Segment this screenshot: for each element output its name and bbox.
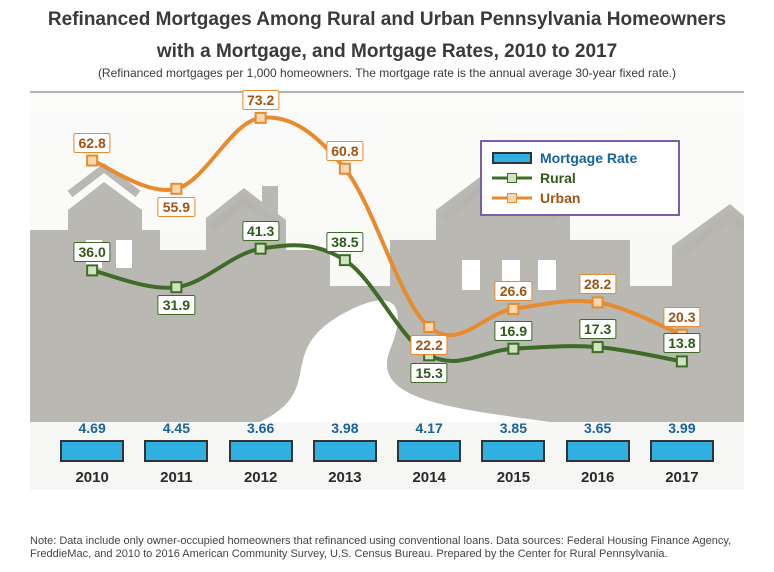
urban-value-label: 62.8	[74, 133, 111, 153]
mortgage-rate-value-label: 3.99	[668, 420, 695, 436]
mortgage-rate-value-label: 3.98	[331, 420, 358, 436]
rural-marker	[508, 344, 518, 354]
rural-marker	[256, 244, 266, 254]
mortgage-rate-bar	[60, 440, 124, 462]
mortgage-rate-bar	[313, 440, 377, 462]
urban-marker	[171, 184, 181, 194]
rural-marker	[87, 265, 97, 275]
x-axis-category: 2010	[75, 469, 108, 486]
legend-swatch-line-icon	[492, 191, 532, 205]
urban-value-label: 22.2	[411, 335, 448, 355]
x-axis-category: 2013	[328, 469, 361, 486]
rural-value-label: 17.3	[579, 319, 616, 339]
urban-marker	[593, 297, 603, 307]
urban-marker	[340, 164, 350, 174]
rural-value-label: 41.3	[242, 221, 279, 241]
mortgage-rate-bar	[144, 440, 208, 462]
urban-marker	[508, 304, 518, 314]
rural-value-label: 16.9	[495, 321, 532, 341]
legend-swatch-bar-icon	[492, 152, 532, 164]
rural-value-label: 31.9	[158, 295, 195, 315]
chart-title: Refinanced Mortgages Among Rural and Urb…	[0, 0, 774, 84]
mortgage-rate-value-label: 4.45	[163, 420, 190, 436]
mortgage-rate-bar	[229, 440, 293, 462]
mortgage-rate-bar	[397, 440, 461, 462]
mortgage-rate-bar	[481, 440, 545, 462]
urban-marker	[424, 322, 434, 332]
x-axis-category: 2017	[665, 469, 698, 486]
chart-subtitle: (Refinanced mortgages per 1,000 homeowne…	[0, 64, 774, 84]
legend-label: Urban	[540, 190, 580, 206]
mortgage-rate-value-label: 3.85	[500, 420, 527, 436]
rural-value-label: 15.3	[411, 363, 448, 383]
urban-value-label: 26.6	[495, 281, 532, 301]
mortgage-rate-value-label: 3.65	[584, 420, 611, 436]
legend-label: Rural	[540, 170, 576, 186]
legend-item-urban: Urban	[492, 188, 668, 208]
chart-container: { "title_line1": "Refinanced Mortgages A…	[0, 0, 774, 572]
rural-value-label: 36.0	[74, 242, 111, 262]
urban-marker	[87, 156, 97, 166]
mortgage-rate-value-label: 3.66	[247, 420, 274, 436]
chart-plot-area: 62.8 55.9 73.2 60.8 22.2 26.6 28.2 20.3 36.0 31.9…	[30, 90, 744, 490]
rural-value-label: 38.5	[326, 232, 363, 252]
rural-marker	[171, 282, 181, 292]
legend-item-mortgage-rate: Mortgage Rate	[492, 148, 668, 168]
rural-marker	[677, 356, 687, 366]
legend-item-rural: Rural	[492, 168, 668, 188]
x-axis-category: 2011	[160, 469, 193, 486]
chart-legend: Mortgage Rate Rural Urban	[480, 140, 680, 216]
chart-footnote: Note: Data include only owner-occupied h…	[30, 535, 744, 563]
urban-value-label: 28.2	[579, 274, 616, 294]
x-axis-category: 2012	[244, 469, 277, 486]
legend-swatch-line-icon	[492, 171, 532, 185]
mortgage-rate-value-label: 4.69	[79, 420, 106, 436]
urban-value-label: 20.3	[663, 307, 700, 327]
title-line-1: Refinanced Mortgages Among Rural and Urb…	[0, 0, 774, 32]
x-axis-category: 2016	[581, 469, 614, 486]
x-axis-category: 2014	[412, 469, 445, 486]
rural-value-label: 13.8	[663, 333, 700, 353]
legend-label: Mortgage Rate	[540, 150, 637, 166]
rural-marker	[593, 342, 603, 352]
urban-value-label: 60.8	[326, 141, 363, 161]
x-axis-category: 2015	[497, 469, 530, 486]
mortgage-rate-value-label: 4.17	[416, 420, 443, 436]
mortgage-rate-bar	[650, 440, 714, 462]
urban-marker	[256, 113, 266, 123]
rural-marker	[340, 255, 350, 265]
urban-value-label: 73.2	[242, 90, 279, 110]
mortgage-rate-bar	[566, 440, 630, 462]
title-line-2: with a Mortgage, and Mortgage Rates, 201…	[0, 32, 774, 64]
urban-value-label: 55.9	[158, 197, 195, 217]
